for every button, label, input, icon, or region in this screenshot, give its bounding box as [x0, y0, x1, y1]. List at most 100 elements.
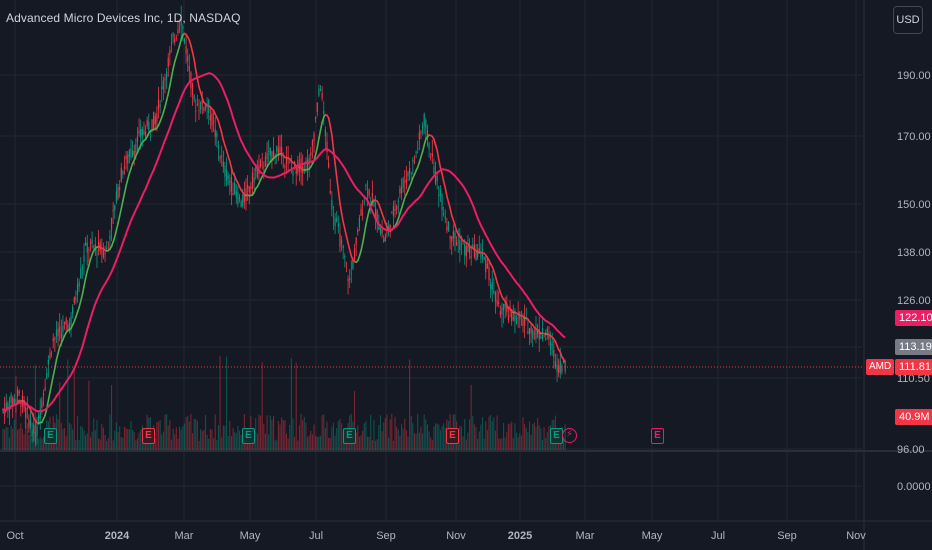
candle-body — [117, 187, 119, 199]
fast-ma-segment — [559, 351, 563, 358]
candle-body — [402, 178, 404, 188]
candle-body — [201, 98, 203, 104]
volume-bar — [68, 422, 70, 450]
volume-bar — [64, 428, 66, 450]
volume-bar — [297, 440, 299, 450]
price-axis-label: 170.00 — [897, 131, 931, 143]
volume-bar — [533, 422, 535, 450]
volume-bar — [469, 419, 471, 450]
candle-body — [285, 158, 288, 164]
volume-bar — [41, 439, 43, 450]
candle-body — [490, 284, 492, 289]
dividend-split-icon[interactable]: ⚡ — [562, 428, 577, 443]
volume-bar — [298, 425, 301, 450]
volume-bar — [177, 438, 179, 450]
fast-ma-segment — [173, 55, 178, 63]
volume-bar — [135, 440, 137, 450]
volume-bar — [410, 416, 412, 450]
volume-bar — [117, 431, 119, 450]
volume-bar — [433, 426, 435, 450]
volume-bar — [520, 435, 522, 450]
candle-body — [375, 208, 377, 218]
candle-body — [38, 414, 40, 425]
time-axis-label: 2024 — [105, 530, 130, 542]
volume-bar — [4, 429, 6, 450]
volume-bar — [490, 414, 492, 450]
candle-body — [486, 263, 488, 269]
volume-bar — [180, 429, 182, 450]
volume-bar — [159, 420, 161, 450]
candle-body — [316, 102, 318, 112]
fast-ma-segment — [193, 58, 197, 71]
currency-button[interactable]: USD — [893, 6, 923, 34]
volume-bar — [191, 433, 194, 450]
candle-body — [428, 142, 430, 149]
earnings-icon[interactable]: E — [142, 428, 155, 444]
candle-body — [203, 108, 205, 111]
fast-ma-segment — [361, 233, 366, 245]
candle-body — [478, 248, 480, 252]
candle-body — [467, 245, 469, 252]
candle-body — [222, 161, 224, 168]
candle-body — [365, 185, 367, 186]
candle-body — [180, 17, 182, 26]
volume-bar — [88, 380, 90, 450]
volume-bar — [337, 421, 339, 450]
candle-body — [251, 172, 254, 189]
candle-body — [321, 93, 323, 99]
candle-body — [545, 339, 547, 340]
candle-body — [443, 213, 445, 215]
fast-ma-segment — [450, 214, 455, 222]
candle-body — [447, 221, 450, 232]
fast-ma-segment — [118, 207, 123, 217]
volume-bar — [211, 429, 213, 450]
candle-body — [114, 205, 116, 211]
volume-bar — [470, 384, 472, 450]
candle-body — [362, 213, 364, 215]
volume-bar — [467, 432, 469, 450]
volume-bar — [332, 422, 335, 450]
candle-body — [164, 78, 166, 81]
candle-body — [384, 236, 386, 242]
volume-bar — [276, 439, 278, 450]
candle-body — [67, 324, 69, 331]
fast-ma-segment — [562, 358, 566, 363]
time-axis-label: Sep — [777, 530, 797, 542]
fast-ma-segment — [83, 277, 87, 288]
candle-body — [104, 252, 106, 255]
candle-body — [436, 175, 438, 181]
earnings-icon[interactable]: E — [44, 428, 57, 444]
fast-ma-segment — [113, 229, 118, 238]
volume-bar — [188, 421, 190, 450]
volume-bar — [114, 430, 116, 450]
candle-body — [554, 361, 557, 368]
volume-bar — [417, 413, 419, 450]
earnings-icon[interactable]: E — [242, 428, 255, 444]
candle-body — [143, 130, 145, 135]
candle-body — [198, 110, 200, 112]
earnings-icon[interactable]: E — [446, 428, 459, 444]
candle-body — [378, 226, 380, 230]
volume-bar — [535, 426, 537, 450]
volume-bar — [203, 429, 205, 450]
earnings-icon[interactable]: E — [343, 428, 356, 444]
candle-body — [284, 165, 286, 168]
upcoming-earnings-icon[interactable]: E — [651, 428, 664, 444]
volume-bar — [363, 423, 365, 450]
volume-bar — [412, 423, 414, 450]
volume-bar — [271, 419, 273, 450]
time-axis-label: Mar — [576, 530, 595, 542]
volume-bar — [130, 420, 132, 450]
fast-ma-segment — [444, 186, 448, 197]
candle-body — [493, 290, 495, 293]
candle-body — [537, 329, 539, 335]
volume-bar — [128, 429, 130, 450]
fast-ma-segment — [78, 300, 82, 309]
volume-bar — [13, 419, 15, 450]
candle-body — [76, 283, 79, 296]
candle-body — [242, 194, 244, 206]
volume-bar — [76, 416, 79, 450]
fast-ma-segment — [442, 180, 447, 189]
